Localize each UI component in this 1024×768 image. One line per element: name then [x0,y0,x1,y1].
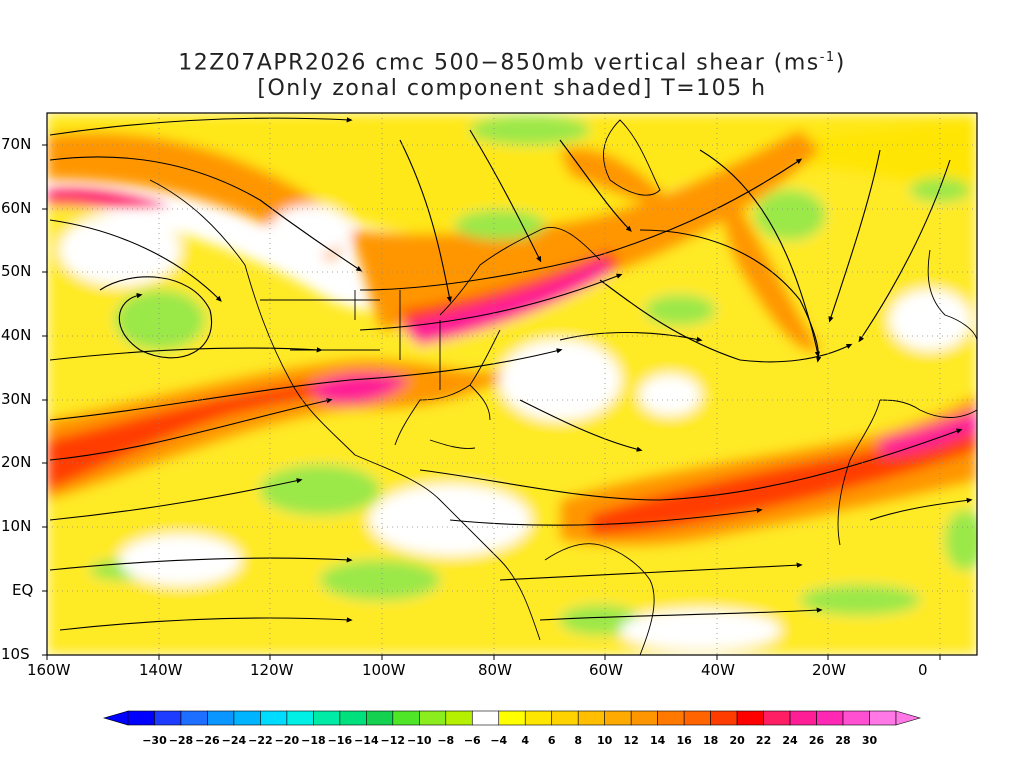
colorbar-tick-label: −22 [248,734,273,747]
colorbar-swatch [366,710,394,726]
colorbar-swatch [577,710,605,726]
colorbar-tick-label: −24 [221,734,247,747]
colorbar-tick-label: 24 [782,734,798,747]
colorbar-swatch [445,710,473,726]
colorbar-tick-label: −8 [437,734,455,747]
shading-layer [47,113,977,655]
lon-label-0: 0 [918,661,928,679]
colorbar-swatch [127,710,155,726]
lat-label-70n: 70N [1,135,32,153]
lat-label-50n: 50N [1,262,32,280]
colorbar-swatch [816,710,844,726]
colorbar-arrow-right [895,710,922,726]
colorbar-swatch [710,710,738,726]
colorbar-swatch [551,710,579,726]
colorbar-tick-label: 16 [676,734,692,747]
colorbar-swatch [736,710,764,726]
lon-label-100w: 100W [362,661,406,679]
colorbar-tick-label: 14 [649,734,666,747]
colorbar-swatch [524,710,553,726]
lon-label-160w: 160W [27,661,71,679]
lon-label-40w: 40W [701,661,735,679]
colorbar-tick-label: 12 [623,734,639,747]
colorbar-tick-label: 22 [755,734,772,747]
lon-label-60w: 60W [589,661,623,679]
colorbar-swatch [392,710,420,726]
lat-label-60n: 60N [1,199,32,217]
colorbar-tick-label: 26 [808,734,825,747]
colorbar-tick-label: 10 [597,734,613,747]
colorbar-tick-label: −18 [301,734,326,747]
colorbar-tick-label: −10 [407,734,432,747]
colorbar-swatch [233,710,261,726]
colorbar-tick-label: −28 [168,734,194,747]
lon-label-120w: 120W [250,661,294,679]
colorbar-tick-label: −4 [490,734,508,747]
lon-label-140w: 140W [139,661,183,679]
colorbar-swatch [207,710,235,726]
colorbar-swatch [286,710,314,726]
colorbar-tick-label: 8 [574,734,583,747]
colorbar-swatch [260,710,288,726]
colorbar-tick-label: −30 [142,734,167,747]
colorbar-swatch [763,710,791,726]
colorbar-tick-label: −14 [354,734,379,747]
lon-label-80w: 80W [478,661,512,679]
lat-label-10n: 10N [1,517,32,535]
colorbar-swatch [869,710,897,726]
lat-label-20n: 20N [1,453,32,471]
colorbar-swatch [630,710,658,726]
colorbar-tick-label: 30 [861,734,878,747]
colorbar-tick-label: −12 [380,734,406,747]
streamlines [49,117,973,631]
chart-title-line2: [Only zonal component shaded] T=105 h [257,76,767,101]
colorbar-swatch [313,710,341,726]
colorbar-swatch [683,710,711,726]
colorbar-swatch [419,710,447,726]
colorbar [102,710,922,726]
colorbar-swatch [339,710,367,726]
colorbar-tick-label: −16 [327,734,353,747]
colorbar-tick-label: 4 [521,734,530,747]
axis-ticks [42,144,941,660]
chart-title-line1: 12Z07APR2026 cmc 500−850mb vertical shea… [178,50,846,76]
colorbar-swatch [657,710,685,726]
colorbar-tick-label: 28 [835,734,851,747]
colorbar-swatch [180,710,208,726]
colorbar-arrow-left [102,710,129,726]
colorbar-swatch [498,710,526,726]
colorbar-tick-label: 18 [702,734,719,747]
colorbar-tick-label: 6 [547,734,556,747]
colorbar-tick-label: −20 [274,734,300,747]
coastlines [149,119,977,655]
lat-label-30n: 30N [1,390,32,408]
lon-label-20w: 20W [812,661,846,679]
lat-label-10s: 10S [1,645,30,663]
colorbar-tick-label: −26 [195,734,220,747]
lat-label-eq: EQ [12,581,34,599]
colorbar-tick-label: −6 [463,734,481,747]
colorbar-swatch [471,710,500,726]
colorbar-swatch [154,710,182,726]
colorbar-swatch [604,710,632,726]
lat-label-40n: 40N [1,326,32,344]
colorbar-swatch [842,710,870,726]
colorbar-tick-label: 20 [729,734,745,747]
plot-frame [46,112,978,656]
grid [47,113,977,655]
colorbar-swatch [789,710,817,726]
